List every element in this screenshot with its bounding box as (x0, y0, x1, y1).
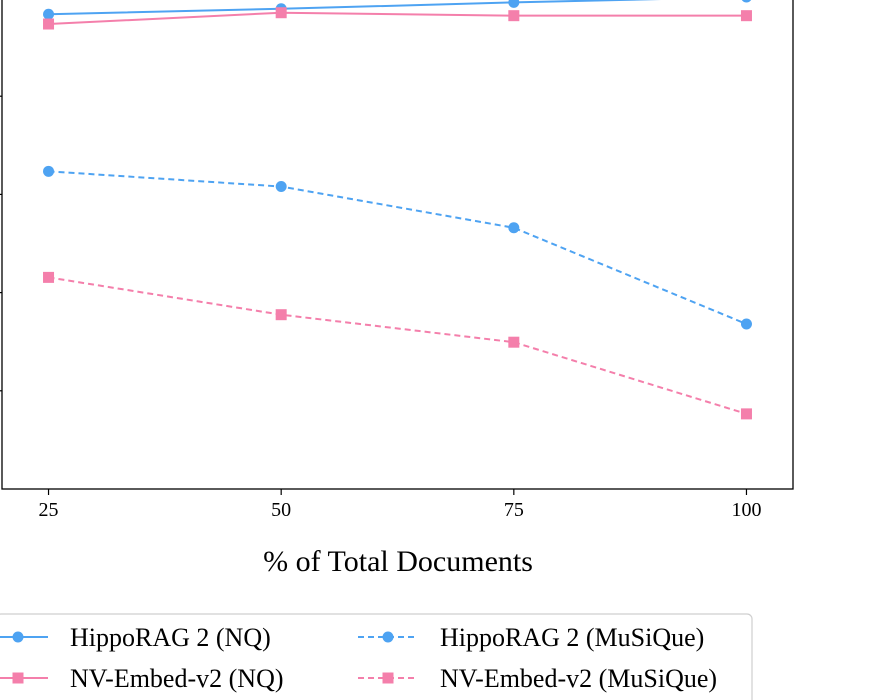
x-axis-label: % of Total Documents (263, 545, 533, 578)
data-point (275, 309, 287, 321)
legend-label: NV-Embed-v2 (MuSiQue) (440, 664, 717, 693)
data-point (508, 0, 520, 8)
series-line (48, 276, 747, 415)
series-line (48, 170, 747, 325)
data-point (741, 0, 752, 3)
data-point (740, 318, 752, 330)
series-layer (43, 0, 752, 420)
legend-marker (12, 672, 24, 684)
legend-marker (12, 631, 24, 643)
legend-marker (382, 672, 394, 684)
legend-item: HippoRAG 2 (NQ) (0, 623, 271, 652)
x-tick-label: 25 (39, 499, 59, 521)
series-line (48, 0, 662, 16)
data-point (740, 408, 752, 420)
data-point (508, 10, 520, 22)
y-axis (0, 95, 2, 392)
series-1 (43, 0, 752, 20)
legend-item: HippoRAG 2 (MuSiQue) (358, 623, 704, 652)
series-3 (43, 165, 752, 330)
legend-label: HippoRAG 2 (NQ) (70, 623, 271, 652)
series-4 (43, 271, 752, 420)
data-point (740, 10, 752, 22)
data-point (508, 336, 520, 348)
legend-box (0, 613, 753, 700)
x-axis: 25 50 75 100 (39, 489, 761, 521)
series-2 (43, 7, 752, 30)
x-tick-label: 100 (731, 499, 761, 521)
data-point (43, 271, 55, 283)
plot-area (1, 0, 794, 490)
legend-item: NV-Embed-v2 (NQ) (0, 664, 284, 693)
data-point (508, 222, 520, 234)
legend: HippoRAG 2 (NQ) NV-Embed-v2 (NQ) HippoRAG … (0, 613, 753, 700)
data-point (43, 165, 55, 177)
data-point (43, 18, 55, 30)
data-point (275, 181, 287, 193)
data-point (275, 7, 287, 19)
plot-border (1, 0, 794, 490)
legend-item: NV-Embed-v2 (MuSiQue) (358, 664, 717, 693)
data-point (43, 8, 55, 20)
legend-label: HippoRAG 2 (MuSiQue) (440, 623, 704, 652)
legend-marker (382, 631, 394, 643)
x-tick-label: 75 (504, 499, 524, 521)
x-tick-label: 50 (271, 499, 291, 521)
series-line (48, 11, 747, 26)
legend-label: NV-Embed-v2 (NQ) (70, 664, 284, 693)
